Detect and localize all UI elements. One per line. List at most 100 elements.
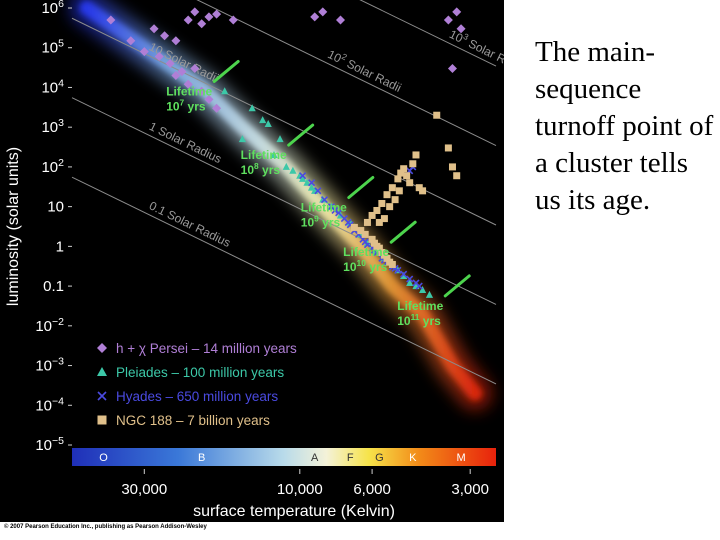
data-point-diamond [197,86,207,96]
lifetime-word: Lifetime [241,148,287,162]
legend-entry: Hyades – 650 million years [97,389,278,404]
data-point-triangle [264,120,272,128]
main-sequence-band [69,0,492,411]
data-point-cross [415,282,423,290]
legend-symbol-cross [97,391,107,401]
x-tick-label: 6,000 [353,481,391,498]
data-point-triangle [303,178,311,186]
data-point-square [386,203,394,211]
data-point-square [453,172,461,180]
lifetime-value: 109 yrs [301,213,341,229]
data-point-diamond [149,24,159,34]
data-point-triangle [282,162,290,170]
data-point-triangle [406,278,414,286]
radius-line-label: 1 Solar Radius [147,119,224,166]
y-tick-label: 1 [56,238,64,255]
x-axis-label: surface temperature (Kelvin) [193,503,395,520]
data-point-diamond [204,94,214,104]
legend-symbol-square [97,415,107,425]
data-point-triangle [248,104,256,112]
data-point-diamond [447,63,457,73]
lifetime-word: Lifetime [343,245,389,259]
axes: 1061051041031021010.110−210−310−410−5lum… [5,0,489,520]
data-point-diamond [171,70,181,80]
data-point-cross [400,270,408,278]
radius-line [71,176,497,385]
data-point-diamond [139,47,149,57]
copyright-credit: © 2007 Pearson Education Inc., publishin… [4,524,207,530]
data-point-diamond [310,12,320,22]
legend-label: Pleiades – 100 million years [116,365,284,380]
legend-label: Hyades – 650 million years [116,389,278,404]
data-point-square [383,254,391,262]
data-point-triangle [221,87,229,95]
data-point-square [412,151,420,159]
data-point-cross [406,275,414,283]
data-point-square [363,218,371,226]
data-point-triangle [307,183,316,191]
y-tick-label: 103 [41,117,64,136]
lifetime-value: 1010 yrs [343,258,387,274]
data-point-square [406,179,414,187]
data-point-square [403,172,411,180]
spectral-class-label: K [409,452,417,464]
data-point-cross [331,206,339,215]
data-point-square [375,244,383,252]
lifetime-word: Lifetime [397,299,443,313]
hr-diagram-panel: 103 Solar Radii 102 Solar Radii 10 Solar R… [0,0,504,522]
legend: h + χ Persei – 14 million years Pleiades … [97,341,297,428]
lifetime-arrow [389,220,417,244]
data-point-triangle [270,150,278,158]
data-point-diamond [177,67,187,77]
data-point-triangle [238,135,247,143]
data-point-cross [361,238,369,246]
data-point-square [368,211,376,219]
y-tick-label: 106 [41,0,64,17]
caption-text: The main-sequence turnoff point of a clu… [535,36,714,216]
data-point-square [400,165,408,173]
y-tick-label: 105 [41,38,64,57]
spectral-class-label: O [99,452,108,464]
radius-line [71,17,497,226]
data-point-square [373,206,381,214]
spectral-class-label: G [375,452,384,464]
radius-line [359,0,497,67]
spectral-class-label: F [347,452,354,464]
y-tick-label: 10−5 [35,435,64,454]
data-point-diamond [336,15,346,25]
lifetime-value: 1011 yrs [397,312,441,328]
data-point-diamond [190,7,200,17]
x-tick-label: 30,000 [121,481,167,498]
y-axis-label: luminosity (solar units) [5,147,22,306]
data-point-square [361,230,369,238]
data-point-square [388,260,396,268]
data-point-square [394,175,402,183]
data-point-square [395,187,403,195]
lifetime-arrow [287,123,315,147]
data-point-cross [299,172,307,180]
data-point-cross [320,196,329,204]
y-tick-label: 10−3 [35,356,64,375]
legend-label: NGC 188 – 7 billion years [116,413,270,428]
x-tick-label: 10,000 [277,481,323,498]
data-point-diamond [204,12,214,22]
y-tick-label: 102 [41,157,64,176]
data-point-diamond [183,15,193,25]
data-point-diamond [197,19,207,29]
data-point-square [388,184,396,192]
data-point-diamond [160,31,170,41]
spectral-class-label: A [311,452,319,464]
lifetime-word: Lifetime [301,200,347,214]
data-point-triangle [259,116,267,124]
lifetime-arrow [212,59,240,83]
data-point-diamond [190,63,200,73]
radius-line-label: 102 Solar Radii [325,45,404,94]
data-point-diamond [228,15,238,25]
data-point-triangle [418,285,427,293]
